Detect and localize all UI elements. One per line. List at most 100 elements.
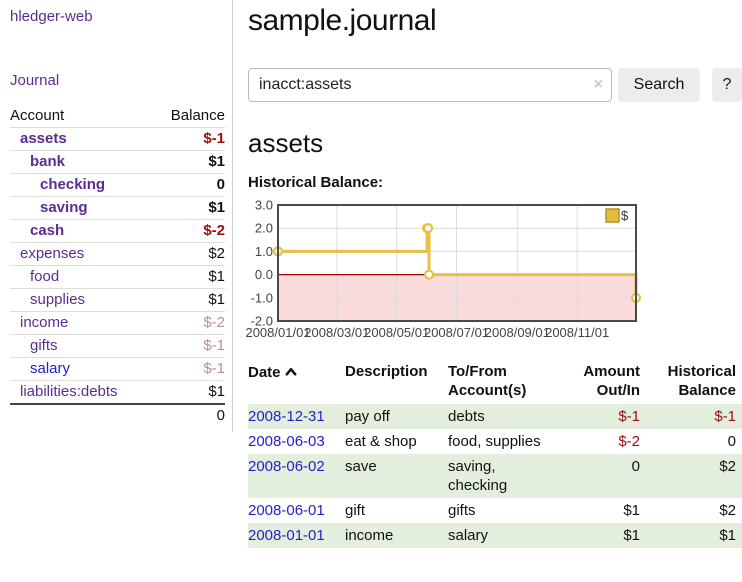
account-balance: $-2 [152,311,225,335]
y-tick-label: 2.0 [255,221,273,236]
y-tick-label: 3.0 [255,198,273,213]
chart-title: Historical Balance: [248,174,384,191]
account-link[interactable]: bank [30,153,66,170]
account-row-checking: checking 0 [10,173,225,197]
account-link[interactable]: food [30,268,60,285]
account-link[interactable]: income [20,314,69,331]
x-tick-label: 2008/11/01 [545,325,609,340]
accounts-total-spacer [10,403,153,427]
page-title: sample.journal [248,4,437,37]
register-cell-amount: $1 [623,502,640,519]
data-point-marker [423,269,435,280]
account-link[interactable]: gifts [30,337,58,354]
x-tick-label: 2008/01/01 [245,325,310,340]
account-balance: $1 [152,265,225,289]
account-row-saving: saving $1 [10,196,225,220]
register-cell-accounts: salary [448,527,489,544]
register-header-description: Description [345,363,428,380]
register-cell-description: save [345,458,377,475]
accounts-table-header: Account Balance [10,105,225,128]
account-row-food: food $1 [10,265,225,289]
account-balance: $-1 [152,127,225,151]
register-row[interactable]: 2008-06-01 gift gifts $1 $2 [248,498,742,523]
register-cell-description: gift [345,502,366,519]
register-cell-accounts: food, supplies [448,433,541,450]
register-table: Date Description To/From Account(s) Amou… [248,360,742,548]
register-cell-amount: $1 [623,527,640,544]
account-link[interactable]: liabilities:debts [20,383,118,400]
account-row-supplies: supplies $1 [10,288,225,312]
accounts-total-value: 0 [152,403,225,427]
clear-search-icon[interactable]: × [593,76,603,93]
data-point-marker [422,223,434,234]
sidebar: hledger-web Journal Account Balance asse… [0,0,233,432]
register-cell-amount: $-1 [618,408,640,425]
transaction-date-link[interactable]: 2008-12-31 [248,408,325,425]
register-cell-date: 2008-12-31 [248,404,345,429]
legend-label: $ [621,208,629,223]
account-row-income: income $-2 [10,311,225,335]
register-cell-accounts: debts [448,408,485,425]
account-balance: $1 [152,380,225,405]
account-balance: $2 [152,242,225,266]
register-cell-date: 2008-01-01 [248,523,345,548]
register-row[interactable]: 2008-06-03 eat & shop food, supplies $-2 0 [248,429,742,454]
help-button[interactable]: ? [712,68,742,102]
account-balance: $-1 [152,334,225,358]
transaction-date-link[interactable]: 2008-01-01 [248,527,325,544]
account-row-assets: assets $-1 [10,127,225,151]
register-cell-balance: $1 [719,527,736,544]
account-row-liabilities-debts: liabilities:debts $1 [10,380,225,405]
register-cell-balance: $-1 [714,408,736,425]
account-link[interactable]: salary [30,360,71,377]
balance-chart-svg: 3.0 2.0 1.0 0.0 -1.0 -2.02008/01/012008/03/01… [245,198,642,340]
account-row-salary: salary $-1 [10,357,225,381]
account-link[interactable]: cash [30,222,65,239]
account-link[interactable]: saving [40,199,88,216]
register-cell-description: income [345,527,394,544]
register-cell-date: 2008-06-03 [248,429,345,454]
account-link[interactable]: assets [20,130,67,147]
y-tick-label: 1.0 [255,244,273,259]
register-header-accounts: To/From Account(s) [448,363,527,399]
register-cell-description: pay off [345,408,390,425]
account-link[interactable]: supplies [30,291,86,308]
main-content: sample.journal × Search ? assets Histori… [245,0,742,548]
accounts-total-row: 0 [10,403,225,427]
search-button[interactable]: Search [618,68,700,102]
register-row[interactable]: 2008-06-02 save saving, checking 0 $2 [248,454,742,498]
app-brand-link[interactable]: hledger-web [10,8,93,25]
transaction-date-link[interactable]: 2008-06-03 [248,433,325,450]
plot-border [277,204,637,322]
register-header-amount: Amount Out/In [583,363,640,399]
transaction-date-link[interactable]: 2008-06-01 [248,502,325,519]
account-balance: $-1 [152,357,225,381]
register-cell-amount: 0 [631,458,640,475]
account-link[interactable]: checking [40,176,106,193]
sidebar-item-journal[interactable]: Journal [10,72,60,89]
account-link[interactable]: expenses [20,245,85,262]
y-tick-label: 0.0 [255,267,273,282]
account-row-gifts: gifts $-1 [10,334,225,358]
register-cell-description: eat & shop [345,433,417,450]
account-balance: $1 [152,196,225,220]
x-tick-label: 2008/05/01 [364,325,429,340]
register-row[interactable]: 2008-01-01 income salary $1 $1 [248,523,742,548]
register-cell-date: 2008-06-02 [248,454,345,498]
x-tick-label: 2008/03/01 [304,325,369,340]
register-header-row: Date Description To/From Account(s) Amou… [248,360,742,404]
register-cell-balance: 0 [727,433,736,450]
account-row-expenses: expenses $2 [10,242,225,266]
register-header-date[interactable]: Date [248,360,345,404]
transaction-date-link[interactable]: 2008-06-02 [248,458,325,475]
historical-balance-chart[interactable]: 3.0 2.0 1.0 0.0 -1.0 -2.0 2008/01/01 2008/03/01… [245,198,742,343]
y-tick-label: -1.0 [251,290,273,305]
register-cell-amount: $-2 [618,433,640,450]
register-row[interactable]: 2008-12-31 pay off debts $-1 $-1 [248,404,742,429]
legend-swatch [605,208,620,223]
register-cell-accounts: gifts [448,502,476,519]
search-bar: × Search ? [248,68,742,102]
account-row-bank: bank $1 [10,150,225,174]
register-header-balance: Historical Balance [667,363,736,399]
search-input[interactable] [248,68,612,102]
